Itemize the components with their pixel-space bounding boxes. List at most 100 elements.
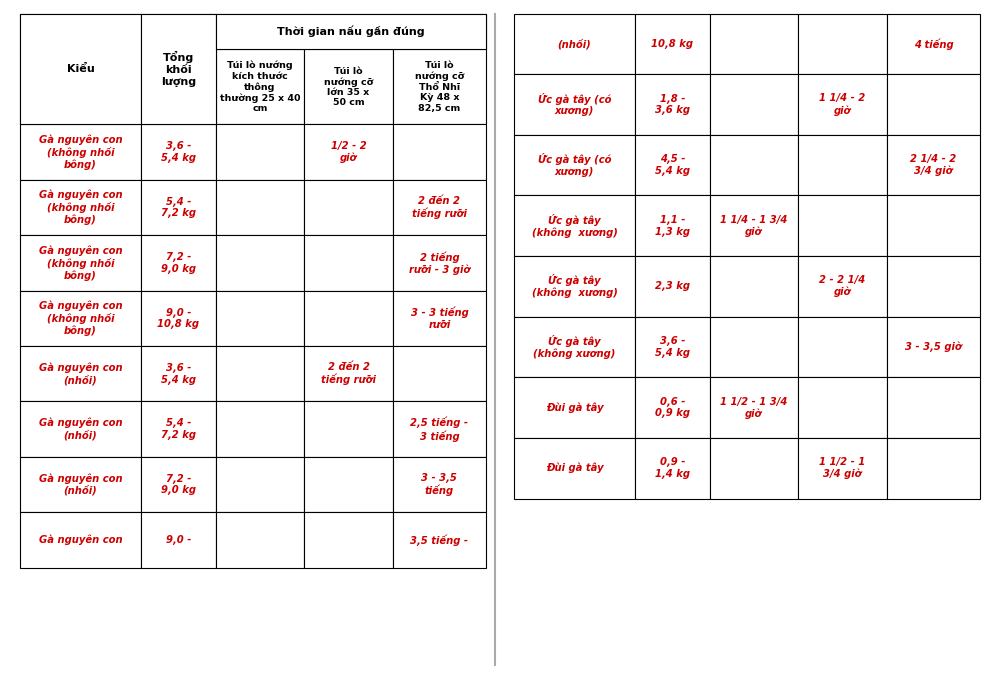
Bar [141, 512, 216, 568]
Text: Túi lò
nướng cỡ
Thổ Nhĩ
Kỳ 48 x
82,5 cm: Túi lò nướng cỡ Thổ Nhĩ Kỳ 48 x 82,5 cm [415, 61, 464, 113]
Bar [304, 235, 393, 291]
Text: 2 đến 2
tiếng rưỡi: 2 đến 2 tiếng rưỡi [321, 362, 376, 386]
Bar [514, 74, 635, 135]
Text: 5,4 -
7,2 kg: 5,4 - 7,2 kg [161, 197, 196, 219]
Bar [887, 14, 980, 74]
Text: 9,0 -
10,8 kg: 9,0 - 10,8 kg [157, 308, 199, 329]
Bar [514, 438, 635, 498]
Text: 3,6 -
5,4 kg: 3,6 - 5,4 kg [655, 336, 690, 358]
Text: 7,2 -
9,0 kg: 7,2 - 9,0 kg [161, 474, 196, 496]
Text: Gà nguyên con
(nhồi): Gà nguyên con (nhồi) [39, 363, 122, 385]
Bar [710, 378, 798, 438]
Bar [514, 378, 635, 438]
Bar [141, 124, 216, 180]
Text: Túi lò
nướng cỡ
lớn 35 x
50 cm: Túi lò nướng cỡ lớn 35 x 50 cm [324, 67, 373, 107]
Text: 1,1 -
1,3 kg: 1,1 - 1,3 kg [655, 215, 690, 236]
Text: 2 tiếng
rưỡi - 3 giờ: 2 tiếng rưỡi - 3 giờ [409, 251, 470, 275]
Text: 3,5 tiếng -: 3,5 tiếng - [410, 534, 468, 546]
Bar [216, 512, 304, 568]
Bar [304, 124, 393, 180]
Text: Ức gà tây
(không  xương): Ức gà tây (không xương) [532, 214, 618, 238]
Text: Ức gà tây
(không xương): Ức gà tây (không xương) [533, 335, 616, 359]
Bar [710, 438, 798, 498]
Bar [710, 14, 798, 74]
Bar [887, 135, 980, 196]
Text: 1/2 - 2
giờ: 1/2 - 2 giờ [331, 141, 366, 163]
Text: 1 1/2 - 1 3/4
giờ: 1 1/2 - 1 3/4 giờ [720, 397, 788, 419]
Bar [216, 291, 304, 346]
Bar [141, 180, 216, 235]
Bar [635, 378, 710, 438]
Text: 3,6 -
5,4 kg: 3,6 - 5,4 kg [161, 363, 196, 384]
Text: 10,8 kg: 10,8 kg [651, 39, 693, 49]
Bar [216, 14, 486, 50]
Bar [304, 401, 393, 457]
Bar [393, 124, 486, 180]
Bar [304, 457, 393, 512]
Text: Ức gà tây (có
xương): Ức gà tây (có xương) [538, 153, 611, 177]
Bar [393, 235, 486, 291]
Text: 0,6 -
0,9 kg: 0,6 - 0,9 kg [655, 397, 690, 418]
Text: Gà nguyên con
(không nhồi
bông): Gà nguyên con (không nhồi bông) [39, 245, 122, 280]
Bar [304, 180, 393, 235]
Bar [393, 14, 486, 50]
Bar [393, 291, 486, 346]
Bar [20, 291, 141, 346]
Bar [20, 180, 141, 235]
Text: 4,5 -
5,4 kg: 4,5 - 5,4 kg [655, 154, 690, 176]
Bar [887, 196, 980, 256]
Bar [141, 401, 216, 457]
Bar [141, 235, 216, 291]
Bar [635, 256, 710, 316]
Bar [20, 50, 141, 124]
Bar [887, 378, 980, 438]
Bar [635, 316, 710, 378]
Bar [216, 457, 304, 512]
Text: Đùi gà tây: Đùi gà tây [546, 403, 603, 413]
Bar [635, 74, 710, 135]
Text: Đùi gà tây: Đùi gà tây [546, 463, 603, 473]
Text: Thời gian nấu gần đúng: Thời gian nấu gần đúng [277, 26, 425, 37]
Bar [216, 401, 304, 457]
Text: Gà nguyên con
(không nhồi
bông): Gà nguyên con (không nhồi bông) [39, 189, 122, 225]
Bar [710, 316, 798, 378]
Text: 2 1/4 - 2
3/4 giờ: 2 1/4 - 2 3/4 giờ [910, 154, 957, 177]
Bar [216, 346, 304, 401]
Bar [393, 50, 486, 124]
Bar [20, 14, 141, 50]
Text: 3 - 3 tiếng
rưỡi: 3 - 3 tiếng rưỡi [411, 307, 468, 330]
Text: 4 tiếng: 4 tiếng [914, 38, 953, 50]
Bar [514, 196, 635, 256]
Text: Ức gà tây
(không  xương): Ức gà tây (không xương) [532, 274, 618, 299]
Bar [141, 346, 216, 401]
Bar [798, 438, 887, 498]
Text: 7,2 -
9,0 kg: 7,2 - 9,0 kg [161, 252, 196, 274]
Text: 2,5 tiếng -
3 tiếng: 2,5 tiếng - 3 tiếng [410, 417, 468, 441]
Bar [393, 346, 486, 401]
Text: 2,3 kg: 2,3 kg [655, 281, 690, 291]
Bar [304, 291, 393, 346]
Bar [798, 378, 887, 438]
Text: 9,0 -: 9,0 - [166, 535, 191, 545]
Bar [710, 196, 798, 256]
Bar [20, 14, 141, 124]
Text: 2 đến 2
tiếng rưỡi: 2 đến 2 tiếng rưỡi [412, 196, 467, 219]
Bar [393, 512, 486, 568]
Bar [141, 14, 216, 50]
Bar [635, 196, 710, 256]
Text: 5,4 -
7,2 kg: 5,4 - 7,2 kg [161, 418, 196, 440]
Bar [887, 438, 980, 498]
Text: Gà nguyên con
(không nhồi
bông): Gà nguyên con (không nhồi bông) [39, 301, 122, 336]
Text: Gà nguyên con
(nhồi): Gà nguyên con (nhồi) [39, 473, 122, 496]
Bar [710, 135, 798, 196]
Bar [141, 291, 216, 346]
Bar [141, 50, 216, 124]
Bar [20, 235, 141, 291]
Bar [141, 14, 216, 124]
Bar [887, 74, 980, 135]
Bar [798, 74, 887, 135]
Text: 1 1/4 - 2
giờ: 1 1/4 - 2 giờ [819, 94, 866, 115]
Bar [216, 124, 304, 180]
Text: 2 - 2 1/4
giờ: 2 - 2 1/4 giờ [819, 275, 866, 297]
Bar [887, 256, 980, 316]
